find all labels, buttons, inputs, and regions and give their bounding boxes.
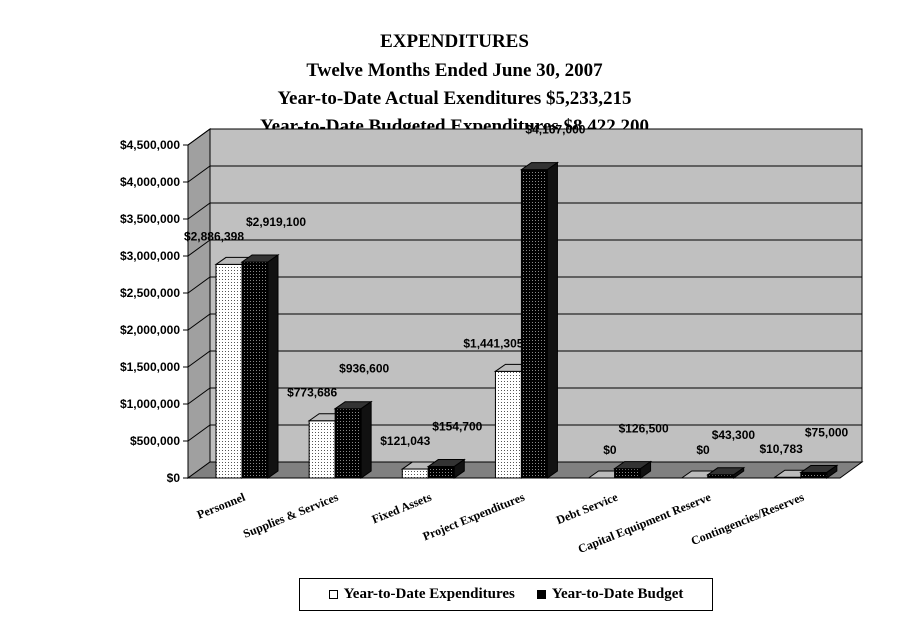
- gridline: [187, 424, 862, 442]
- y-tick-label: $2,000,000: [120, 323, 180, 337]
- y-tick-label: $500,000: [130, 434, 180, 448]
- bar-budget-front: [614, 468, 642, 479]
- bar-actual-front: [308, 420, 336, 479]
- legend-item-budget: Year-to-Date Budget: [536, 586, 684, 603]
- data-label-actual: $773,686: [287, 386, 337, 400]
- data-label-actual: $10,783: [759, 442, 803, 456]
- data-label-budget: $126,500: [619, 422, 669, 436]
- bar-budget: [519, 161, 560, 479]
- data-label-budget: $4,167,000: [525, 123, 585, 137]
- bar-budget-front: [334, 408, 362, 479]
- y-tick-label: $3,500,000: [120, 212, 180, 226]
- chart-subtitle-period: Twelve Months Ended June 30, 2007: [306, 60, 603, 81]
- legend-label-budget: Year-to-Date Budget: [551, 586, 684, 602]
- chart-title: EXPENDITURES: [380, 31, 529, 52]
- bar-actual-front: [215, 263, 243, 479]
- bar-actual-front: [401, 468, 429, 479]
- bar-budget-side: [267, 254, 279, 479]
- data-label-budget: $75,000: [805, 425, 849, 439]
- plot-side-wall: [187, 128, 211, 479]
- category-label: Supplies & Services: [241, 490, 341, 541]
- legend-label-actual: Year-to-Date Expenditures: [343, 586, 515, 602]
- category-label: Fixed Assets: [370, 490, 434, 527]
- bar-budget-front: [520, 169, 548, 479]
- gridline: [187, 387, 862, 405]
- data-label-actual: $0: [603, 443, 617, 457]
- data-label-budget: $43,300: [712, 428, 756, 442]
- bar-budget: [426, 458, 466, 479]
- category-label: Project Expenditures: [421, 490, 527, 544]
- data-label-budget: $2,919,100: [246, 215, 306, 229]
- bar-budget: [799, 464, 839, 479]
- gridline: [187, 239, 862, 257]
- legend-swatch-budget: [536, 590, 546, 599]
- bar-budget-front: [800, 471, 828, 479]
- gridline: [187, 313, 862, 331]
- y-tick-label: $4,500,000: [120, 138, 180, 152]
- gridline: [187, 350, 862, 368]
- y-tick-label: $2,500,000: [120, 286, 180, 300]
- gridline: [187, 128, 862, 146]
- data-label-budget: $154,700: [432, 420, 482, 434]
- gridline: [187, 202, 862, 220]
- data-label-budget: $936,600: [339, 362, 389, 376]
- bar-budget-side: [640, 460, 652, 479]
- bar-budget-side: [453, 458, 465, 479]
- bar-budget-front: [427, 466, 455, 479]
- bar-budget: [333, 400, 373, 479]
- bar-budget: [706, 466, 746, 479]
- data-label-actual: $2,886,398: [184, 229, 244, 243]
- chart-subtitle-actual: Year-to-Date Actual Exenditures $5,233,2…: [277, 88, 632, 109]
- data-label-actual: $0: [696, 443, 710, 457]
- y-tick-label: $3,000,000: [120, 249, 180, 263]
- data-label-actual: $1,441,305: [463, 336, 523, 350]
- data-label-actual: $121,043: [380, 434, 430, 448]
- gridline: [187, 165, 862, 183]
- bar-actual-front: [494, 370, 522, 479]
- legend-item-actual: Year-to-Date Expenditures: [328, 586, 515, 603]
- bar-budget-front: [241, 261, 269, 479]
- y-tick-label: $1,500,000: [120, 360, 180, 374]
- y-tick-label: $1,000,000: [120, 397, 180, 411]
- gridline: [187, 276, 862, 294]
- y-tick-label: $4,000,000: [120, 175, 180, 189]
- bar-budget-side: [826, 464, 838, 479]
- bar-budget-side: [546, 161, 558, 479]
- expenditures-chart: $0 $500,000 $1,000,000 $1,500,000 $2,000,000…: [120, 123, 864, 556]
- bar-budget: [240, 254, 280, 479]
- bar-budget: [612, 460, 653, 479]
- category-label: Personnel: [195, 490, 248, 522]
- category-label: Debt Service: [554, 490, 620, 528]
- y-tick-label: $0: [167, 471, 181, 485]
- bar-budget-side: [360, 400, 372, 479]
- bar-budget-side: [733, 466, 745, 479]
- chart-legend: Year-to-Date Expenditures Year-to-Date B…: [299, 578, 713, 611]
- legend-swatch-actual: [328, 590, 338, 599]
